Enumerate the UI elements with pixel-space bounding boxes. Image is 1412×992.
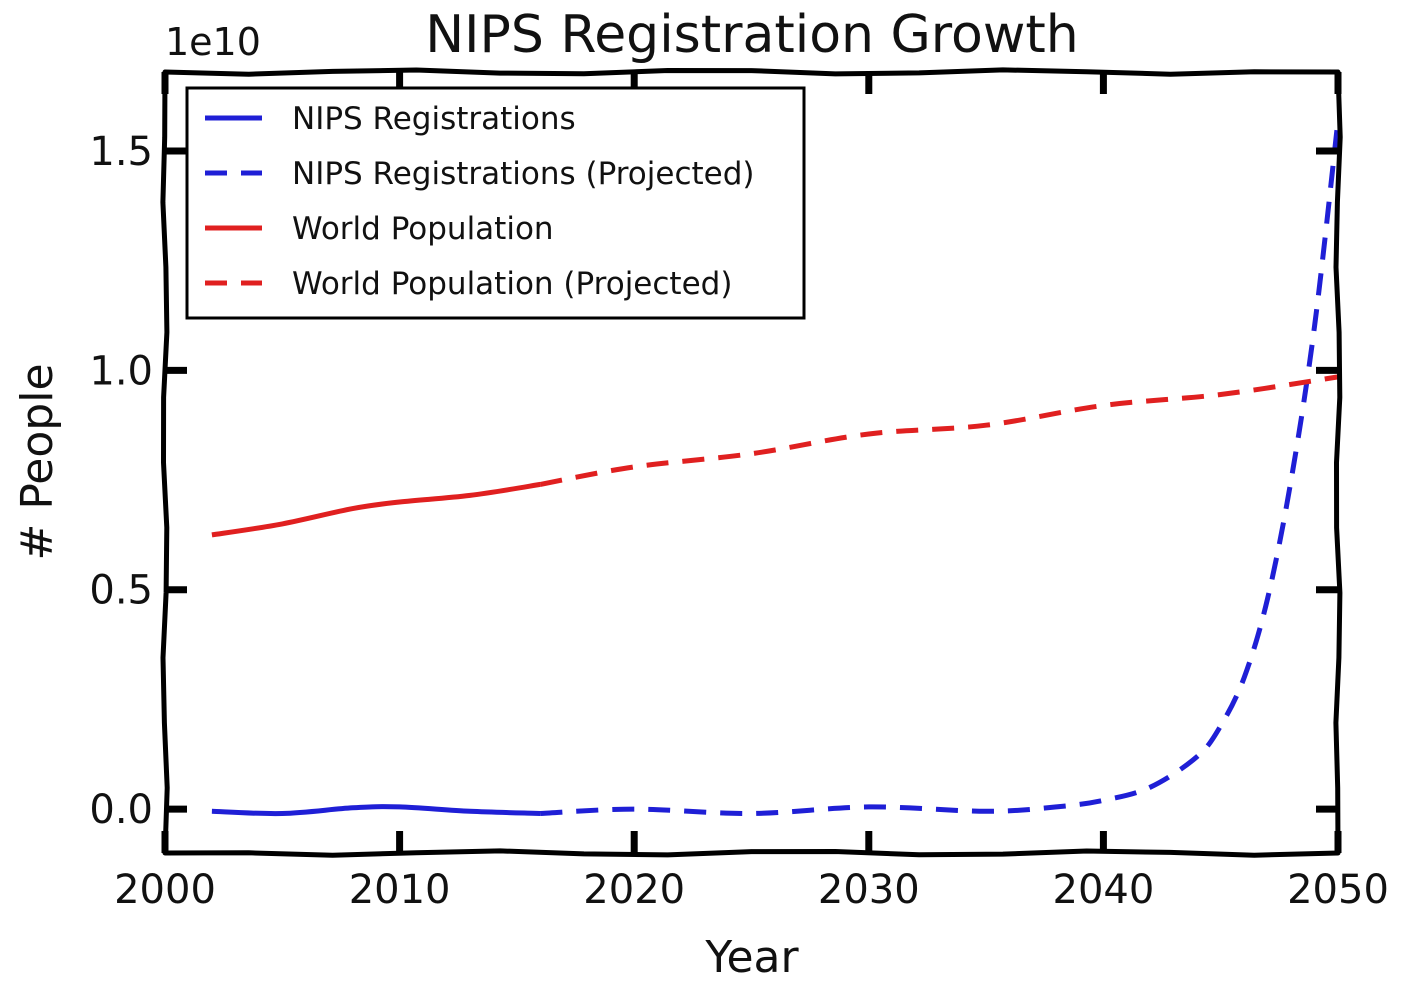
y-tick-label: 1.5 — [89, 129, 153, 175]
series-line-nips-registrations-projected — [540, 120, 1341, 817]
x-tick-label: 2020 — [583, 867, 685, 913]
series-layer — [211, 120, 1341, 817]
x-tick-label: 2040 — [1053, 867, 1155, 913]
x-tick-label: 2000 — [114, 867, 216, 913]
y-ticks: 0.0 0.5 1.0 1.5 — [89, 129, 1338, 833]
legend-box — [185, 86, 806, 320]
series-line-world-population-projected — [539, 374, 1339, 487]
y-offset-label: 1e10 — [165, 20, 261, 64]
legend-label: World Population (Projected) — [292, 266, 732, 302]
x-tick-label: 2050 — [1287, 867, 1389, 913]
x-axis-label: Year — [704, 932, 799, 983]
legend-label: NIPS Registrations — [292, 101, 576, 137]
series-line-world-population — [211, 481, 541, 538]
y-tick-label: 1.0 — [89, 348, 153, 394]
legend-label: World Population — [292, 211, 554, 247]
y-axis-label: # People — [12, 363, 63, 560]
legend-label: NIPS Registrations (Projected) — [292, 156, 755, 192]
x-tick-label: 2010 — [349, 867, 451, 913]
y-tick-label: 0.5 — [89, 568, 153, 614]
y-tick-label: 0.0 — [89, 787, 153, 833]
legend: NIPS Registrations NIPS Registrations (Pr… — [185, 86, 806, 320]
chart-title: NIPS Registration Growth — [425, 5, 1078, 65]
series-line-nips-registrations — [211, 804, 541, 817]
x-tick-label: 2030 — [818, 867, 920, 913]
